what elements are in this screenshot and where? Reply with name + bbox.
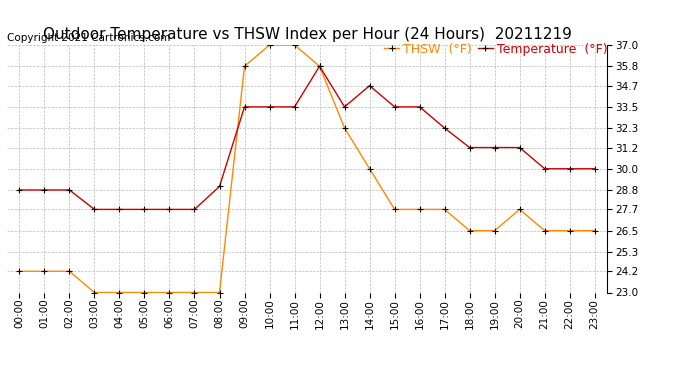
Title: Outdoor Temperature vs THSW Index per Hour (24 Hours)  20211219: Outdoor Temperature vs THSW Index per Ho… [43,27,571,42]
Temperature  (°F) [166,207,174,212]
THSW  (°F) [415,207,424,212]
THSW  (°F) [40,269,48,273]
THSW  (°F) [466,228,474,233]
THSW  (°F) [140,290,148,295]
Temperature  (°F) [66,188,74,192]
Temperature  (°F) [140,207,148,212]
Temperature  (°F) [115,207,124,212]
Temperature  (°F) [491,145,499,150]
THSW  (°F) [591,228,599,233]
THSW  (°F) [290,43,299,47]
THSW  (°F) [566,228,574,233]
THSW  (°F) [315,64,324,69]
THSW  (°F) [515,207,524,212]
THSW  (°F) [340,126,348,130]
Temperature  (°F) [90,207,99,212]
THSW  (°F) [15,269,23,273]
Text: Copyright 2021 Cartronics.com: Copyright 2021 Cartronics.com [7,33,170,42]
THSW  (°F) [66,269,74,273]
THSW  (°F) [90,290,99,295]
Temperature  (°F) [215,184,224,189]
Temperature  (°F) [340,105,348,109]
THSW  (°F) [240,64,248,69]
THSW  (°F) [190,290,199,295]
THSW  (°F) [391,207,399,212]
Temperature  (°F) [466,145,474,150]
Temperature  (°F) [366,83,374,88]
Temperature  (°F) [15,188,23,192]
Legend: THSW  (°F), Temperature  (°F): THSW (°F), Temperature (°F) [384,42,607,56]
Temperature  (°F) [515,145,524,150]
Line: Temperature  (°F): Temperature (°F) [16,63,598,213]
THSW  (°F) [440,207,449,212]
Temperature  (°F) [40,188,48,192]
Line: THSW  (°F): THSW (°F) [16,42,598,296]
Temperature  (°F) [315,64,324,69]
THSW  (°F) [266,43,274,47]
Temperature  (°F) [290,105,299,109]
Temperature  (°F) [415,105,424,109]
THSW  (°F) [115,290,124,295]
Temperature  (°F) [391,105,399,109]
Temperature  (°F) [240,105,248,109]
Temperature  (°F) [440,126,449,130]
THSW  (°F) [491,228,499,233]
THSW  (°F) [215,290,224,295]
Temperature  (°F) [566,166,574,171]
THSW  (°F) [366,166,374,171]
Temperature  (°F) [591,166,599,171]
Temperature  (°F) [540,166,549,171]
Temperature  (°F) [190,207,199,212]
Temperature  (°F) [266,105,274,109]
THSW  (°F) [540,228,549,233]
THSW  (°F) [166,290,174,295]
